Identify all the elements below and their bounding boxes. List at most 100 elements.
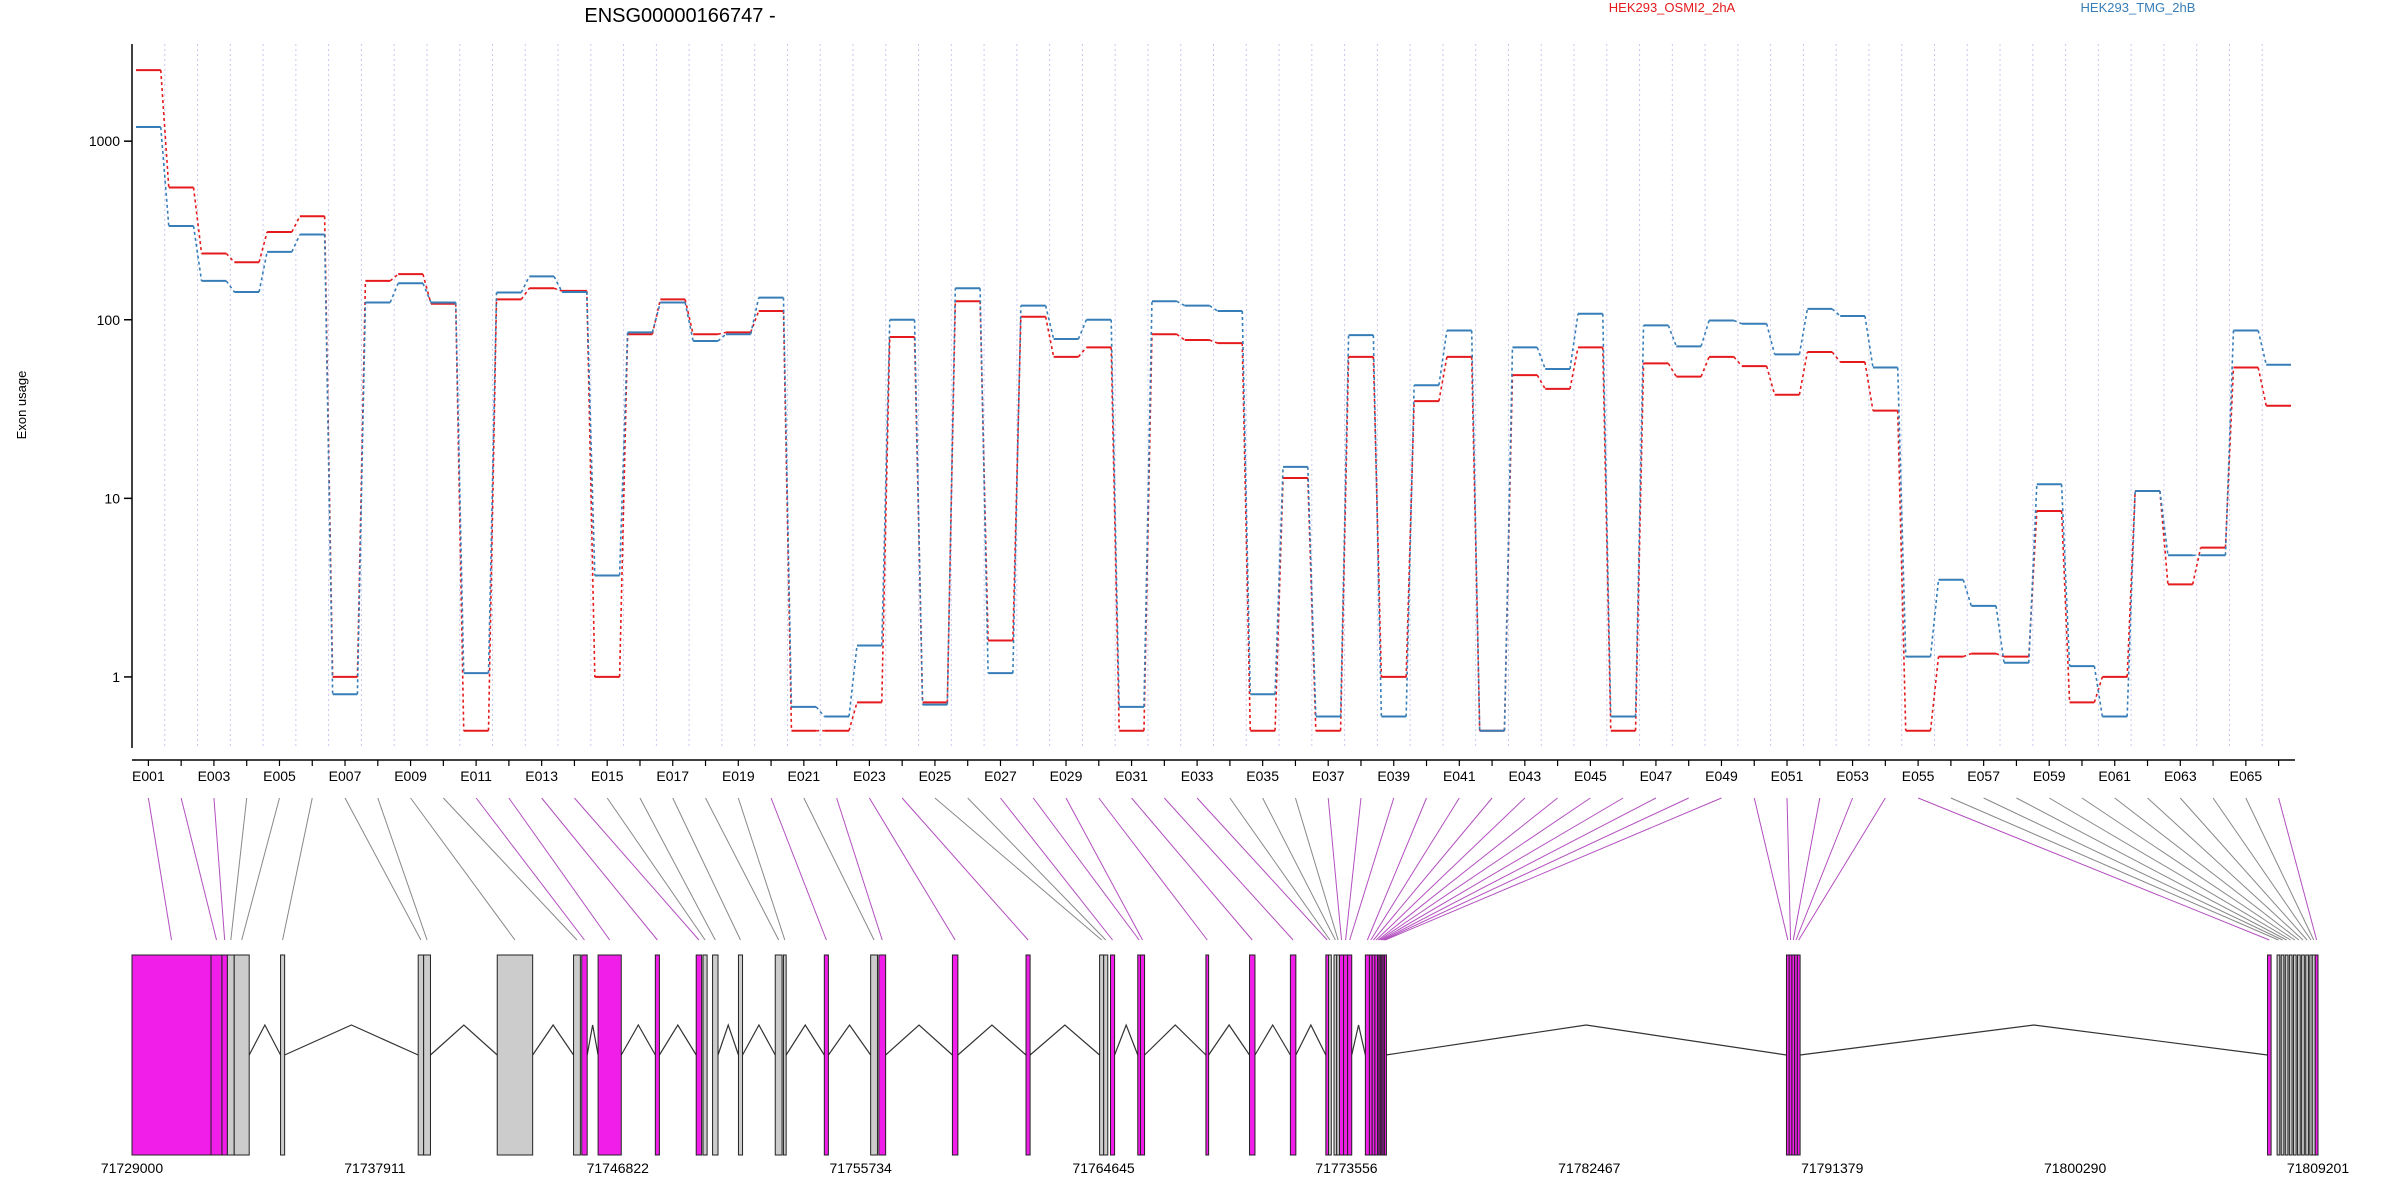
x-tick-label: E029 [1050,768,1083,784]
exon-connector-line [2147,797,2304,941]
x-tick-label: E057 [1967,768,2000,784]
x-tick-label: E043 [1508,768,1541,784]
exon-block [131,954,212,1156]
series-connector [553,275,563,293]
exon-connector-line [967,797,1107,941]
series-connector [1405,385,1415,717]
exon-connector-line [705,797,780,941]
exon-connector-line [1294,797,1339,941]
genomic-coordinate-label: 71764645 [1072,1160,1135,1176]
series-connector [586,290,596,677]
intron-line [827,1023,872,1056]
series-connector [356,280,367,677]
exon-connector-line [1000,797,1113,941]
exon-connector-line [508,797,611,941]
exon-connector-line [2114,797,2300,941]
series-connector [684,302,694,342]
exon-connector-line [377,797,428,941]
exon-block [2276,954,2281,1156]
series-connector [1110,319,1120,707]
intron-line [957,1024,1027,1056]
series-connector [2093,676,2104,703]
series-connector [848,702,858,731]
exon-block [1205,954,1210,1156]
series-connector [1733,356,1743,367]
x-tick-label: E019 [722,768,755,784]
intron-line [1295,1023,1327,1056]
series-connector [1209,304,1218,312]
series-connector [1601,313,1612,717]
x-tick-label: E001 [132,768,165,784]
series-connector [1929,656,1940,731]
series-connector [1601,347,1612,731]
exon-connector-line [1950,797,2279,941]
series-connector [1077,346,1088,358]
exon-block [2267,954,2272,1156]
series-connector [553,287,563,292]
series-connector [1470,356,1481,731]
exon-connector-line [1196,797,1328,941]
exon-block [496,954,534,1156]
exon-block [878,954,887,1156]
exon-block [1103,954,1109,1156]
exon-block [712,954,719,1156]
series-connector [1667,325,1678,347]
exon-connector-line [241,797,280,941]
x-tick-label: E059 [2033,768,2066,784]
exon-connector-line [770,797,827,941]
series-connector [1536,347,1546,370]
genomic-coordinate-label: 71746822 [587,1160,650,1176]
chart-axes: 1 10 100 1000 E001 E003 E005 E007 E009 E011 E013 E0… [89,44,2295,784]
exon-connector-line [606,797,706,941]
exon-connector-line [1065,797,1143,941]
series-connector [1438,356,1448,402]
exon-block [2305,954,2309,1156]
series-connector [1962,652,1972,658]
exon-block [2292,954,2297,1156]
series-connector [1209,339,1218,344]
exon-block [1796,954,1801,1156]
intron-line [1144,1024,1207,1056]
x-tick-label: E035 [1246,768,1279,784]
intron-line [785,1023,825,1056]
series-connector [1831,308,1841,317]
exon-block [1328,954,1332,1156]
x-tick-label: E041 [1443,768,1476,784]
series-connector [389,273,399,282]
exon-connector-line [2278,797,2318,941]
legend-label-series-1: HEK293_OSMI2_2hA [1609,0,1736,15]
x-tick-label: E053 [1836,768,1869,784]
exon-connector-line [230,797,248,941]
series-connector [258,251,268,293]
series-connector [1569,347,1579,390]
y-tick-label: 1 [112,669,120,685]
series-connector [2126,490,2136,717]
x-tick-label: E007 [329,768,362,784]
series-connector [880,337,891,703]
x-tick-label: E039 [1377,768,1410,784]
exon-block [1289,954,1297,1156]
exon-connector-line [737,797,786,941]
exon-block [2284,954,2289,1156]
exon-connector-line [934,797,1102,941]
intron-line [1385,1024,1787,1056]
exon-block [1099,954,1105,1156]
series-connector [225,252,235,263]
series-connector [1864,315,1874,368]
exon-block [226,954,235,1156]
exon-block [1343,954,1349,1156]
series-connector [618,332,629,576]
exon-connector-line [410,797,516,941]
exon-connector-line [1327,797,1343,941]
series-connector [1765,323,1776,355]
series-2 [136,126,2291,732]
exon-connector-line [2179,797,2308,941]
exon-block [1347,954,1353,1156]
exon-block [581,954,588,1156]
exon-block [423,954,431,1156]
exon-connector-line [901,797,1029,941]
exon-connector-line [1366,797,1427,941]
exon-block [695,954,703,1156]
exon-connector-line [1262,797,1336,941]
